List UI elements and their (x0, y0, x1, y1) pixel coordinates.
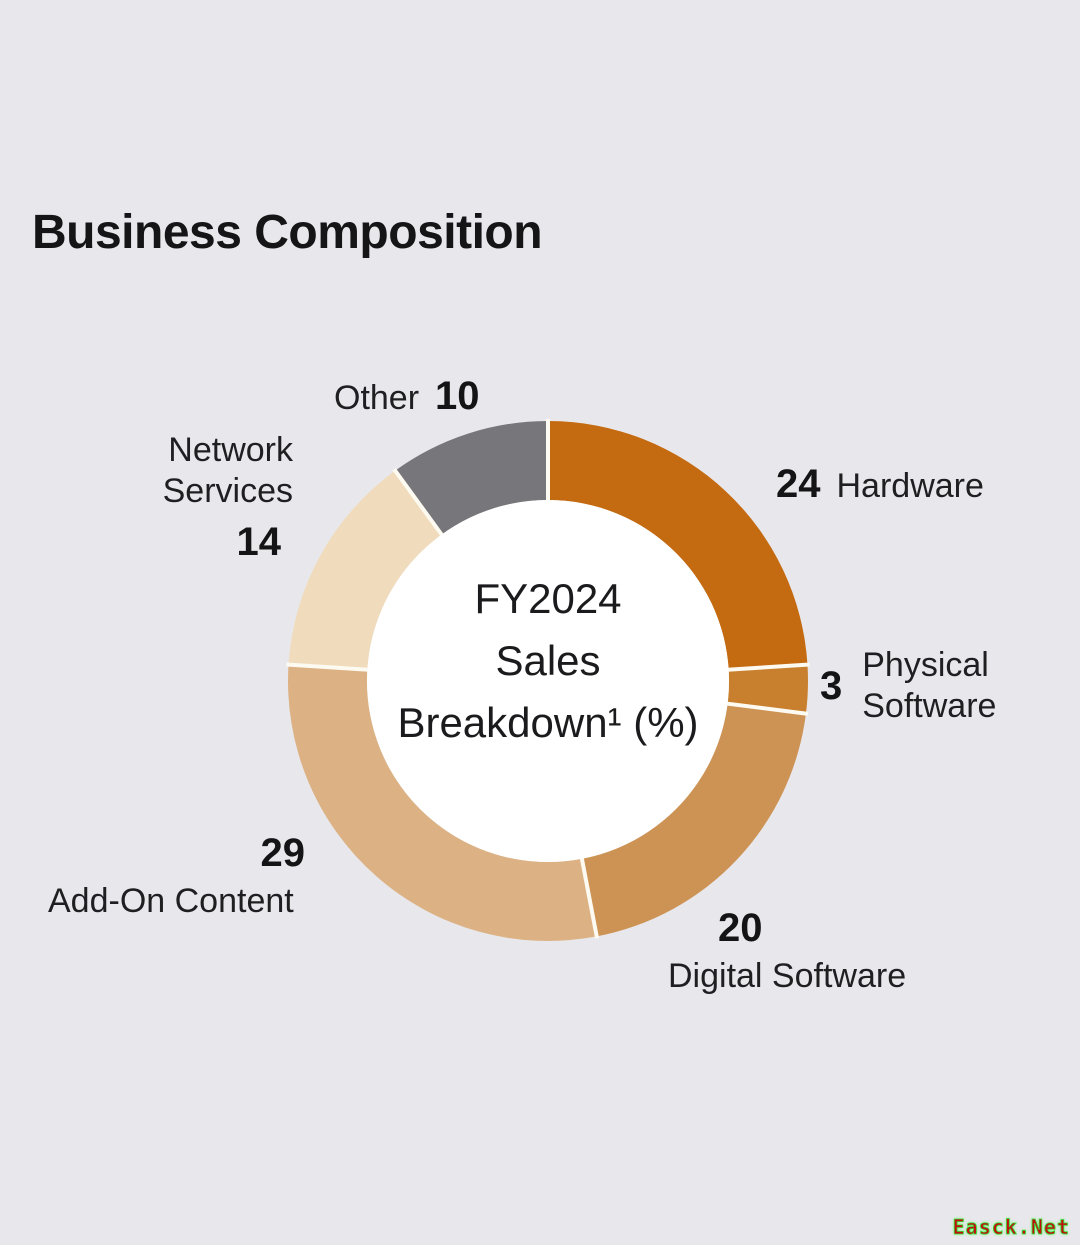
callout-network-services: Network Services 14 (163, 430, 293, 566)
add-on-content-value: 29 (260, 831, 306, 875)
digital-software-label: Digital Software (668, 957, 907, 995)
physical-software-label-line1: Physical (862, 646, 989, 684)
network-services-label-line1: Network (168, 431, 293, 469)
hardware-value: 24 (776, 462, 821, 506)
callout-hardware: 24 Hardware (776, 460, 984, 508)
center-line-1: FY2024 (474, 575, 622, 622)
other-label: Other (334, 379, 420, 417)
other-value: 10 (435, 374, 480, 418)
callout-digital-software: 20 Digital Software (668, 904, 938, 997)
callout-add-on-content: 29 Add-On Content (48, 829, 331, 922)
donut-center-hole (367, 500, 729, 862)
physical-software-label-line2: Software (862, 687, 997, 725)
network-services-value: 14 (236, 520, 282, 564)
donut-segment-hardware (548, 421, 808, 670)
donut-segment-network-services (288, 470, 442, 670)
segment-separator (392, 467, 445, 539)
physical-software-label: Physical Software (862, 645, 996, 727)
network-services-label-line2: Services (162, 472, 293, 510)
segment-separator (724, 701, 809, 716)
add-on-content-label: Add-On Content (48, 882, 294, 920)
callout-other: Other 10 (334, 372, 480, 420)
donut-segment-add-on-content (288, 664, 597, 941)
segment-separator (579, 855, 600, 939)
donut-segment-other (395, 421, 548, 535)
center-line-2: Sales (495, 637, 601, 684)
segment-separator (286, 662, 371, 672)
physical-software-value: 3 (820, 664, 843, 708)
donut-segments (288, 421, 808, 941)
digital-software-value: 20 (718, 906, 763, 950)
callout-physical-software: 3 Physical Software (820, 645, 996, 727)
donut-segment-physical-software (727, 664, 808, 714)
page-title: Business Composition (32, 206, 543, 259)
watermark: Easck.Net (952, 1215, 1070, 1240)
segment-separator (725, 662, 810, 672)
chart-center-label: FY2024 Sales Breakdown¹ (%) (318, 568, 778, 754)
center-line-3: Breakdown¹ (%) (397, 699, 699, 746)
donut-segment-digital-software (581, 703, 806, 937)
donut-separators (286, 419, 810, 939)
hardware-label: Hardware (836, 467, 984, 505)
